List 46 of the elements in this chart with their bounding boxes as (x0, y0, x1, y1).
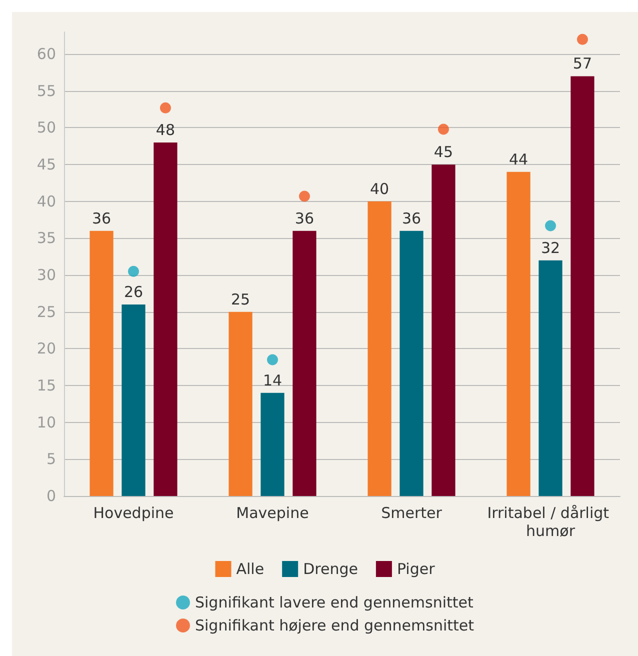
y-tick-label: 25 (36, 302, 56, 321)
y-tick-label: 45 (36, 156, 56, 174)
y-tick-label: 10 (36, 413, 56, 432)
data-label: 36 (92, 209, 112, 228)
data-label: 25 (230, 290, 250, 308)
x-tick-label: Smerter (381, 504, 443, 522)
data-label: 36 (402, 209, 422, 228)
bar (538, 260, 562, 496)
bar (400, 230, 424, 496)
x-tick-label: Hovedpine (93, 504, 174, 522)
legend-label: Signifikant lavere end gennemsnittet (194, 594, 474, 612)
bar (122, 304, 146, 496)
bar (506, 172, 530, 496)
data-label: 48 (156, 120, 176, 139)
x-tick-label: Irritabel / dårligt humør (487, 504, 614, 540)
bar (228, 312, 252, 496)
y-tick-label: 50 (36, 118, 56, 137)
data-label: 32 (540, 238, 560, 257)
y-tick-label: 30 (36, 266, 56, 284)
x-tick-label: Mavepine (236, 504, 309, 522)
y-tick-label: 5 (46, 450, 56, 468)
bar (260, 392, 284, 496)
data-label: 44 (508, 150, 528, 168)
y-tick-label: 60 (36, 45, 56, 64)
data-label: 14 (262, 371, 282, 390)
y-tick-label: 55 (36, 82, 56, 100)
bar (570, 76, 594, 496)
bar (292, 230, 316, 496)
bar (90, 230, 114, 496)
data-label: 40 (370, 180, 390, 198)
bar (154, 142, 178, 496)
y-tick-label: 40 (36, 192, 56, 210)
legend-label: Signifikant højere end gennemsnittet (194, 616, 474, 634)
data-label: 26 (124, 283, 144, 302)
data-label: 36 (294, 209, 314, 228)
y-tick-label: 0 (46, 487, 56, 505)
legend-label: Alle (236, 560, 264, 578)
y-tick-label: 20 (36, 340, 56, 358)
bar (368, 201, 392, 496)
data-label: 57 (572, 54, 592, 73)
y-tick-label: 15 (36, 376, 56, 395)
data-label: 45 (434, 143, 454, 162)
y-tick-label: 35 (36, 229, 56, 248)
legend-label: Piger (396, 560, 436, 578)
legend-label: Drenge (303, 560, 358, 578)
bar (432, 164, 456, 496)
